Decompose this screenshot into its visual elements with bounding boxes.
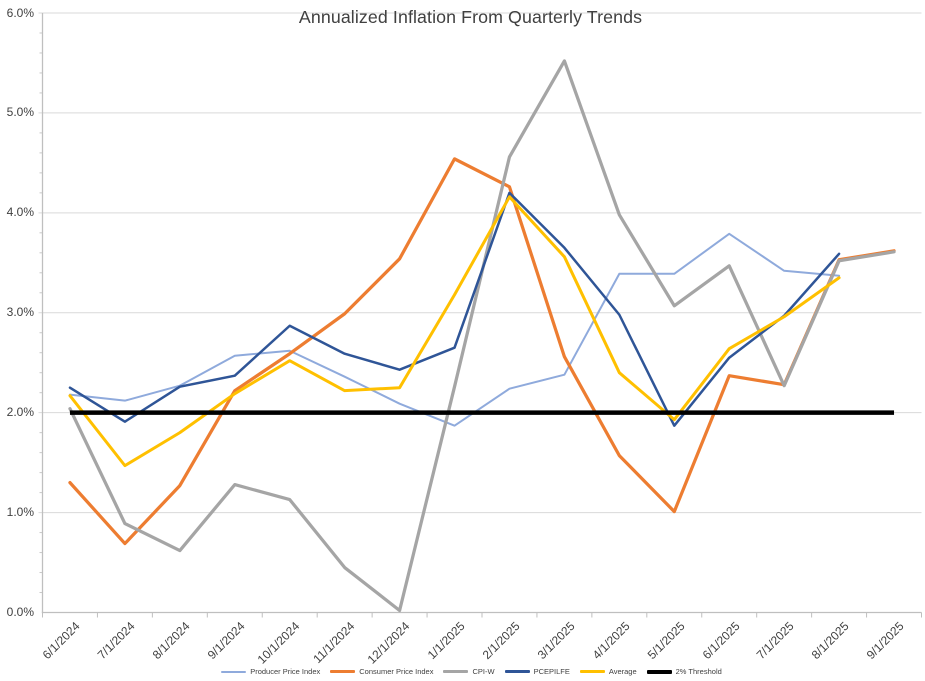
legend-swatch-producer-price-index	[221, 670, 247, 673]
y-axis-label: 6.0%	[6, 5, 34, 20]
legend-label: 2% Threshold	[675, 667, 722, 676]
legend-swatch-2-threshold	[646, 669, 672, 674]
chart-title: Annualized Inflation From Quarterly Tren…	[298, 7, 643, 27]
legend-item-producer-price-index: Producer Price Index	[221, 667, 320, 676]
legend-label: Consumer Price Index	[359, 667, 434, 676]
legend-label: Producer Price Index	[250, 667, 321, 676]
legend-item-consumer-price-index: Consumer Price Index	[330, 667, 433, 676]
legend-swatch-pcepilfe	[504, 670, 530, 673]
legend-label: PCEPILFE	[533, 667, 570, 676]
legend-label: Average	[608, 667, 637, 676]
y-axis-label: 3.0%	[6, 305, 34, 320]
series-line-producer-price-index	[68, 232, 841, 427]
series-line-consumer-price-index	[68, 157, 896, 546]
y-axis-label: 2.0%	[6, 405, 34, 420]
legend-item-average: Average	[579, 667, 637, 676]
y-axis-label: 1.0%	[6, 505, 34, 520]
legend-label: CPI-W	[472, 667, 495, 676]
legend: Producer Price Index Consumer Price Index…	[9, 667, 925, 676]
legend-item-2-threshold: 2% Threshold	[646, 667, 722, 676]
series-line-cpi-w	[68, 59, 896, 613]
y-axis-label: 0.0%	[6, 605, 34, 619]
y-axis-label: 4.0%	[6, 205, 34, 220]
series-line-average	[68, 195, 841, 468]
series-line-pcepilfe	[68, 191, 841, 427]
legend-item-pcepilfe: PCEPILFE	[504, 667, 570, 676]
legend-swatch-consumer-price-index	[330, 669, 356, 674]
legend-swatch-cpi-w	[443, 669, 469, 674]
legend-swatch-average	[579, 670, 605, 673]
y-axis-label: 5.0%	[6, 105, 34, 120]
legend-item-cpi-w: CPI-W	[443, 667, 495, 676]
